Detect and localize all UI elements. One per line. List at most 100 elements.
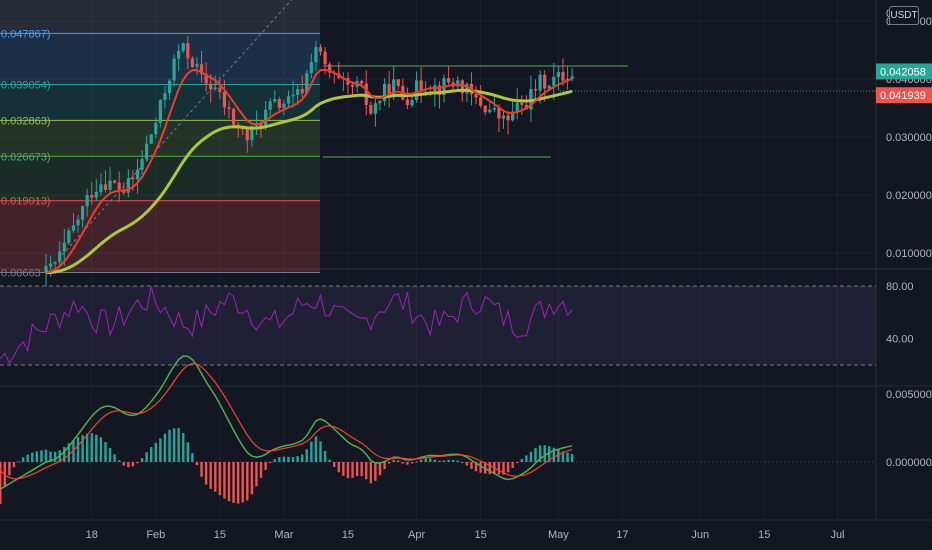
- candle-body: [85, 195, 89, 207]
- macd-histogram-bar: [218, 462, 222, 496]
- macd-histogram-bar: [182, 433, 185, 462]
- candle-body: [419, 80, 423, 92]
- candle-body: [126, 178, 130, 193]
- time-tick-label: 15: [475, 529, 487, 541]
- candle-body: [44, 266, 48, 273]
- macd-histogram-bar: [401, 462, 405, 464]
- fibonacci-retracement[interactable]: 0.059094)0.047867)0.039054)0.032863)0.02…: [0, 0, 876, 280]
- time-tick-label: 15: [214, 529, 226, 541]
- macd-histogram-bar: [557, 449, 560, 462]
- candle-body: [231, 108, 236, 125]
- macd-histogram-bar: [95, 434, 98, 462]
- candle-body: [204, 74, 208, 84]
- macd-histogram-bar: [90, 433, 93, 462]
- rsi-pane[interactable]: [0, 285, 876, 366]
- fast-moving-average: [45, 68, 573, 274]
- macd-histogram-bar: [502, 462, 505, 475]
- candle-body: [282, 103, 286, 108]
- candle-body: [396, 79, 400, 86]
- moving-averages: [45, 68, 573, 275]
- time-tick-label: 17: [616, 529, 628, 541]
- rsi-tick-label: 40.00: [886, 334, 914, 346]
- macd-histogram-bar: [552, 447, 556, 462]
- macd-histogram-bar: [282, 456, 286, 462]
- macd-histogram-bar: [67, 443, 71, 462]
- candle-body: [213, 87, 217, 90]
- macd-histogram-bar: [44, 449, 48, 462]
- candle-body: [264, 109, 268, 127]
- macd-histogram-bar: [360, 462, 363, 477]
- fib-zone: [0, 33, 320, 85]
- candle-body: [149, 134, 153, 144]
- candle-body: [382, 83, 387, 102]
- macd-histogram-bar: [200, 462, 203, 477]
- macd-histogram-bar: [383, 462, 386, 470]
- macd-histogram-bar: [53, 451, 57, 462]
- macd-histogram-bar: [21, 457, 25, 462]
- macd-histogram-bar: [0, 462, 2, 504]
- candle-body: [314, 47, 318, 63]
- candle-body: [190, 58, 194, 67]
- macd-histogram-bar: [186, 442, 190, 462]
- candle-body: [227, 107, 231, 109]
- ema-value-tag: 0.041939: [880, 90, 926, 102]
- macd-histogram-bar: [433, 459, 437, 462]
- fib-level-label: 0.00663: [1, 268, 41, 280]
- macd-histogram-bar: [140, 458, 144, 462]
- macd-histogram-bar: [227, 462, 231, 502]
- macd-histogram-bar: [419, 459, 423, 462]
- candle-body: [561, 72, 565, 81]
- candle-body: [328, 64, 332, 73]
- macd-histogram-bar: [351, 462, 354, 478]
- macd-histogram-bar: [12, 462, 16, 468]
- macd-histogram-bar: [76, 437, 80, 462]
- rsi-line: [0, 286, 573, 365]
- macd-histogram-bar: [63, 447, 66, 462]
- candle-body: [48, 263, 53, 267]
- candle-body: [145, 143, 149, 160]
- macd-histogram-bar: [108, 448, 112, 462]
- macd-histogram-bar: [442, 460, 446, 462]
- macd-histogram-bar: [346, 462, 350, 479]
- candle-body: [140, 159, 144, 170]
- candle-body: [456, 80, 460, 87]
- macd-histogram-bar: [195, 462, 199, 466]
- time-tick-label: 15: [342, 529, 354, 541]
- rsi-tick-label: 80.00: [886, 281, 914, 293]
- time-tick-label: Feb: [146, 529, 165, 541]
- macd-histogram-bar: [392, 459, 395, 462]
- macd-histogram-bar: [570, 453, 574, 462]
- macd-histogram-bar: [163, 433, 167, 462]
- macd-histogram-bar: [429, 458, 432, 462]
- candle-body: [387, 83, 391, 97]
- macd-histogram-bar: [232, 462, 235, 503]
- candle-body: [245, 129, 249, 141]
- macd-histogram-bar: [113, 454, 116, 462]
- time-tick-label: Jun: [691, 529, 709, 541]
- candle-body: [538, 74, 542, 91]
- macd-histogram-bar: [529, 451, 533, 462]
- ema-value-tag-bg: [876, 87, 932, 104]
- fib-trend-line: [45, 0, 293, 274]
- candle-body: [286, 96, 291, 104]
- macd-histogram-bar: [17, 461, 20, 463]
- currency-badge[interactable]: USDT: [889, 6, 919, 25]
- macd-histogram-bar: [172, 428, 176, 462]
- macd-histogram-bar: [264, 462, 267, 470]
- slow-moving-average: [45, 88, 573, 275]
- macd-histogram-bar: [561, 451, 565, 462]
- macd-histogram-bar: [85, 433, 89, 462]
- macd-histogram-bar: [301, 454, 304, 462]
- candle-body: [94, 191, 98, 198]
- fib-level-label: 0.032863): [1, 115, 51, 127]
- macd-histogram-bar: [255, 462, 258, 487]
- fib-zone: [0, 0, 320, 34]
- candle-body: [350, 84, 355, 87]
- candle-body: [296, 89, 300, 95]
- candle-body: [131, 178, 135, 180]
- macd-histogram-bar: [223, 462, 226, 499]
- macd-pane[interactable]: [0, 355, 876, 504]
- candle-body: [533, 88, 538, 91]
- macd-histogram-bar: [365, 462, 368, 480]
